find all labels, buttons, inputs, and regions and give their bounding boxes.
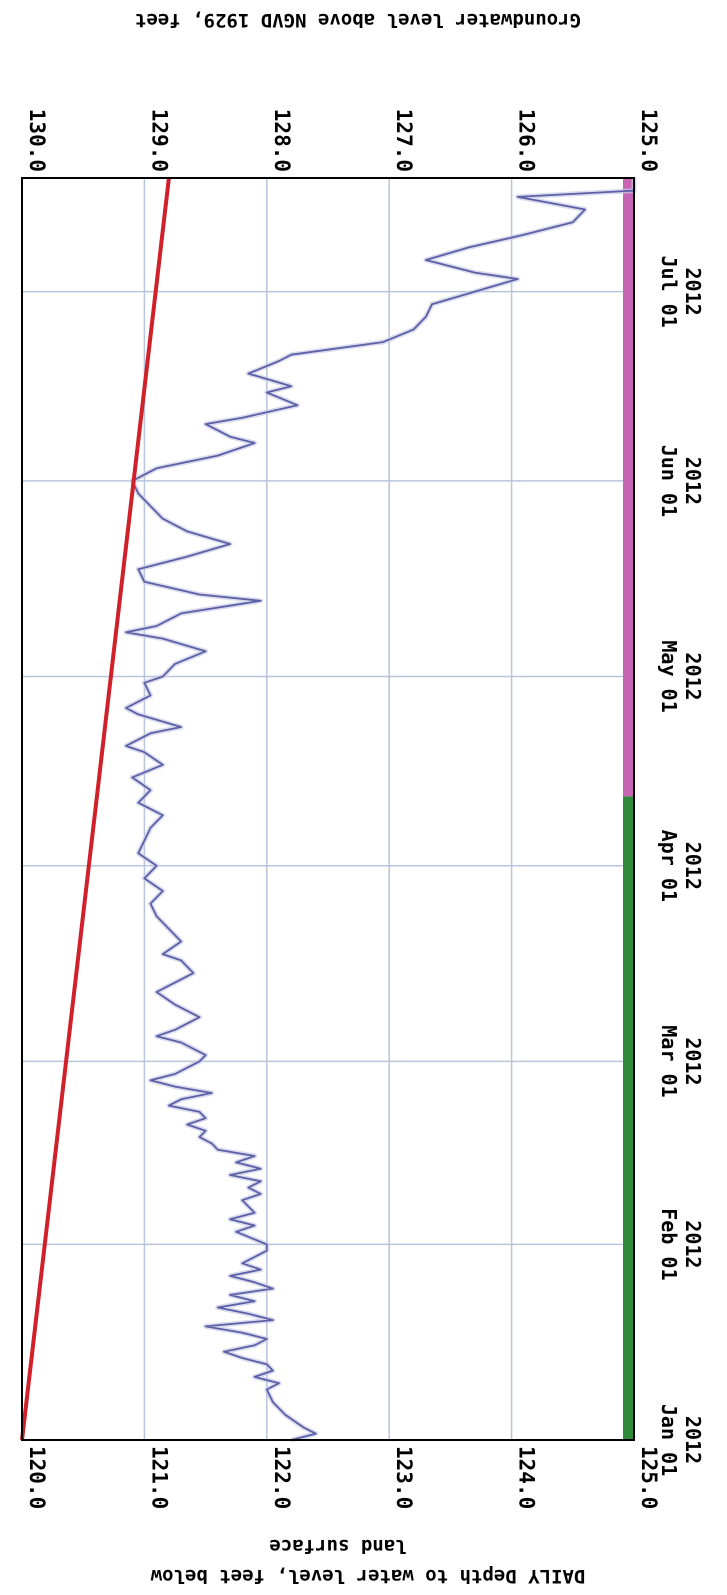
elevation-tick-label: 129.0 <box>147 109 171 172</box>
tick-labels: 120.0 121.0 122.0 123.0 124.0 125.0 130.0 129.0… <box>25 109 705 1509</box>
date-tick-year: 2012 <box>681 1220 705 1268</box>
date-tick-year: 2012 <box>681 1037 705 1085</box>
left-axis-title-line1: DAILY Depth to water level, feet below <box>150 1565 585 1587</box>
depth-tick-label: 122.0 <box>270 1446 294 1509</box>
provisional-status-bar <box>623 178 634 797</box>
elevation-tick-label: 125.0 <box>637 109 661 172</box>
elevation-tick-label: 127.0 <box>392 109 416 172</box>
depth-tick-label: 125.0 <box>637 1446 661 1509</box>
date-tick-label: Feb 01 <box>657 1208 681 1280</box>
date-tick-year: 2012 <box>681 652 705 700</box>
depth-tick-label: 121.0 <box>147 1446 171 1509</box>
date-tick-label: May 01 <box>657 640 681 712</box>
grid-lines <box>21 178 635 1441</box>
date-tick-label: Apr 01 <box>657 830 681 902</box>
left-axis-title-line2: land surface <box>269 1535 406 1557</box>
plot-frame <box>21 177 635 1441</box>
depth-tick-label: 123.0 <box>392 1446 416 1509</box>
elevation-tick-label: 128.0 <box>270 109 294 172</box>
date-tick-label: Jul 01 <box>657 255 681 327</box>
date-tick-label: Jun 01 <box>657 445 681 517</box>
date-tick-year: 2012 <box>681 267 705 315</box>
depth-series-halo <box>123 178 637 1443</box>
data-series <box>20 177 637 1443</box>
date-tick-label: Jan 01 <box>657 1404 681 1476</box>
depth-tick-label: 120.0 <box>25 1446 49 1509</box>
depth-tick-label: 124.0 <box>515 1446 539 1509</box>
status-bars <box>623 178 634 1440</box>
date-tick-year: 2012 <box>681 1416 705 1464</box>
approved-status-bar <box>623 796 634 1440</box>
axis-titles: DAILY Depth to water level, feet below l… <box>135 9 585 1587</box>
date-tick-label: Mar 01 <box>657 1025 681 1097</box>
elevation-tick-label: 130.0 <box>25 109 49 172</box>
date-tick-year: 2012 <box>681 457 705 505</box>
right-axis-title: Groundwater level above NGVD 1929, feet <box>135 9 581 31</box>
elevation-tick-label: 126.0 <box>515 109 539 172</box>
depth-series-line <box>125 178 635 1441</box>
date-tick-year: 2012 <box>681 842 705 890</box>
trend-line <box>20 177 171 1441</box>
